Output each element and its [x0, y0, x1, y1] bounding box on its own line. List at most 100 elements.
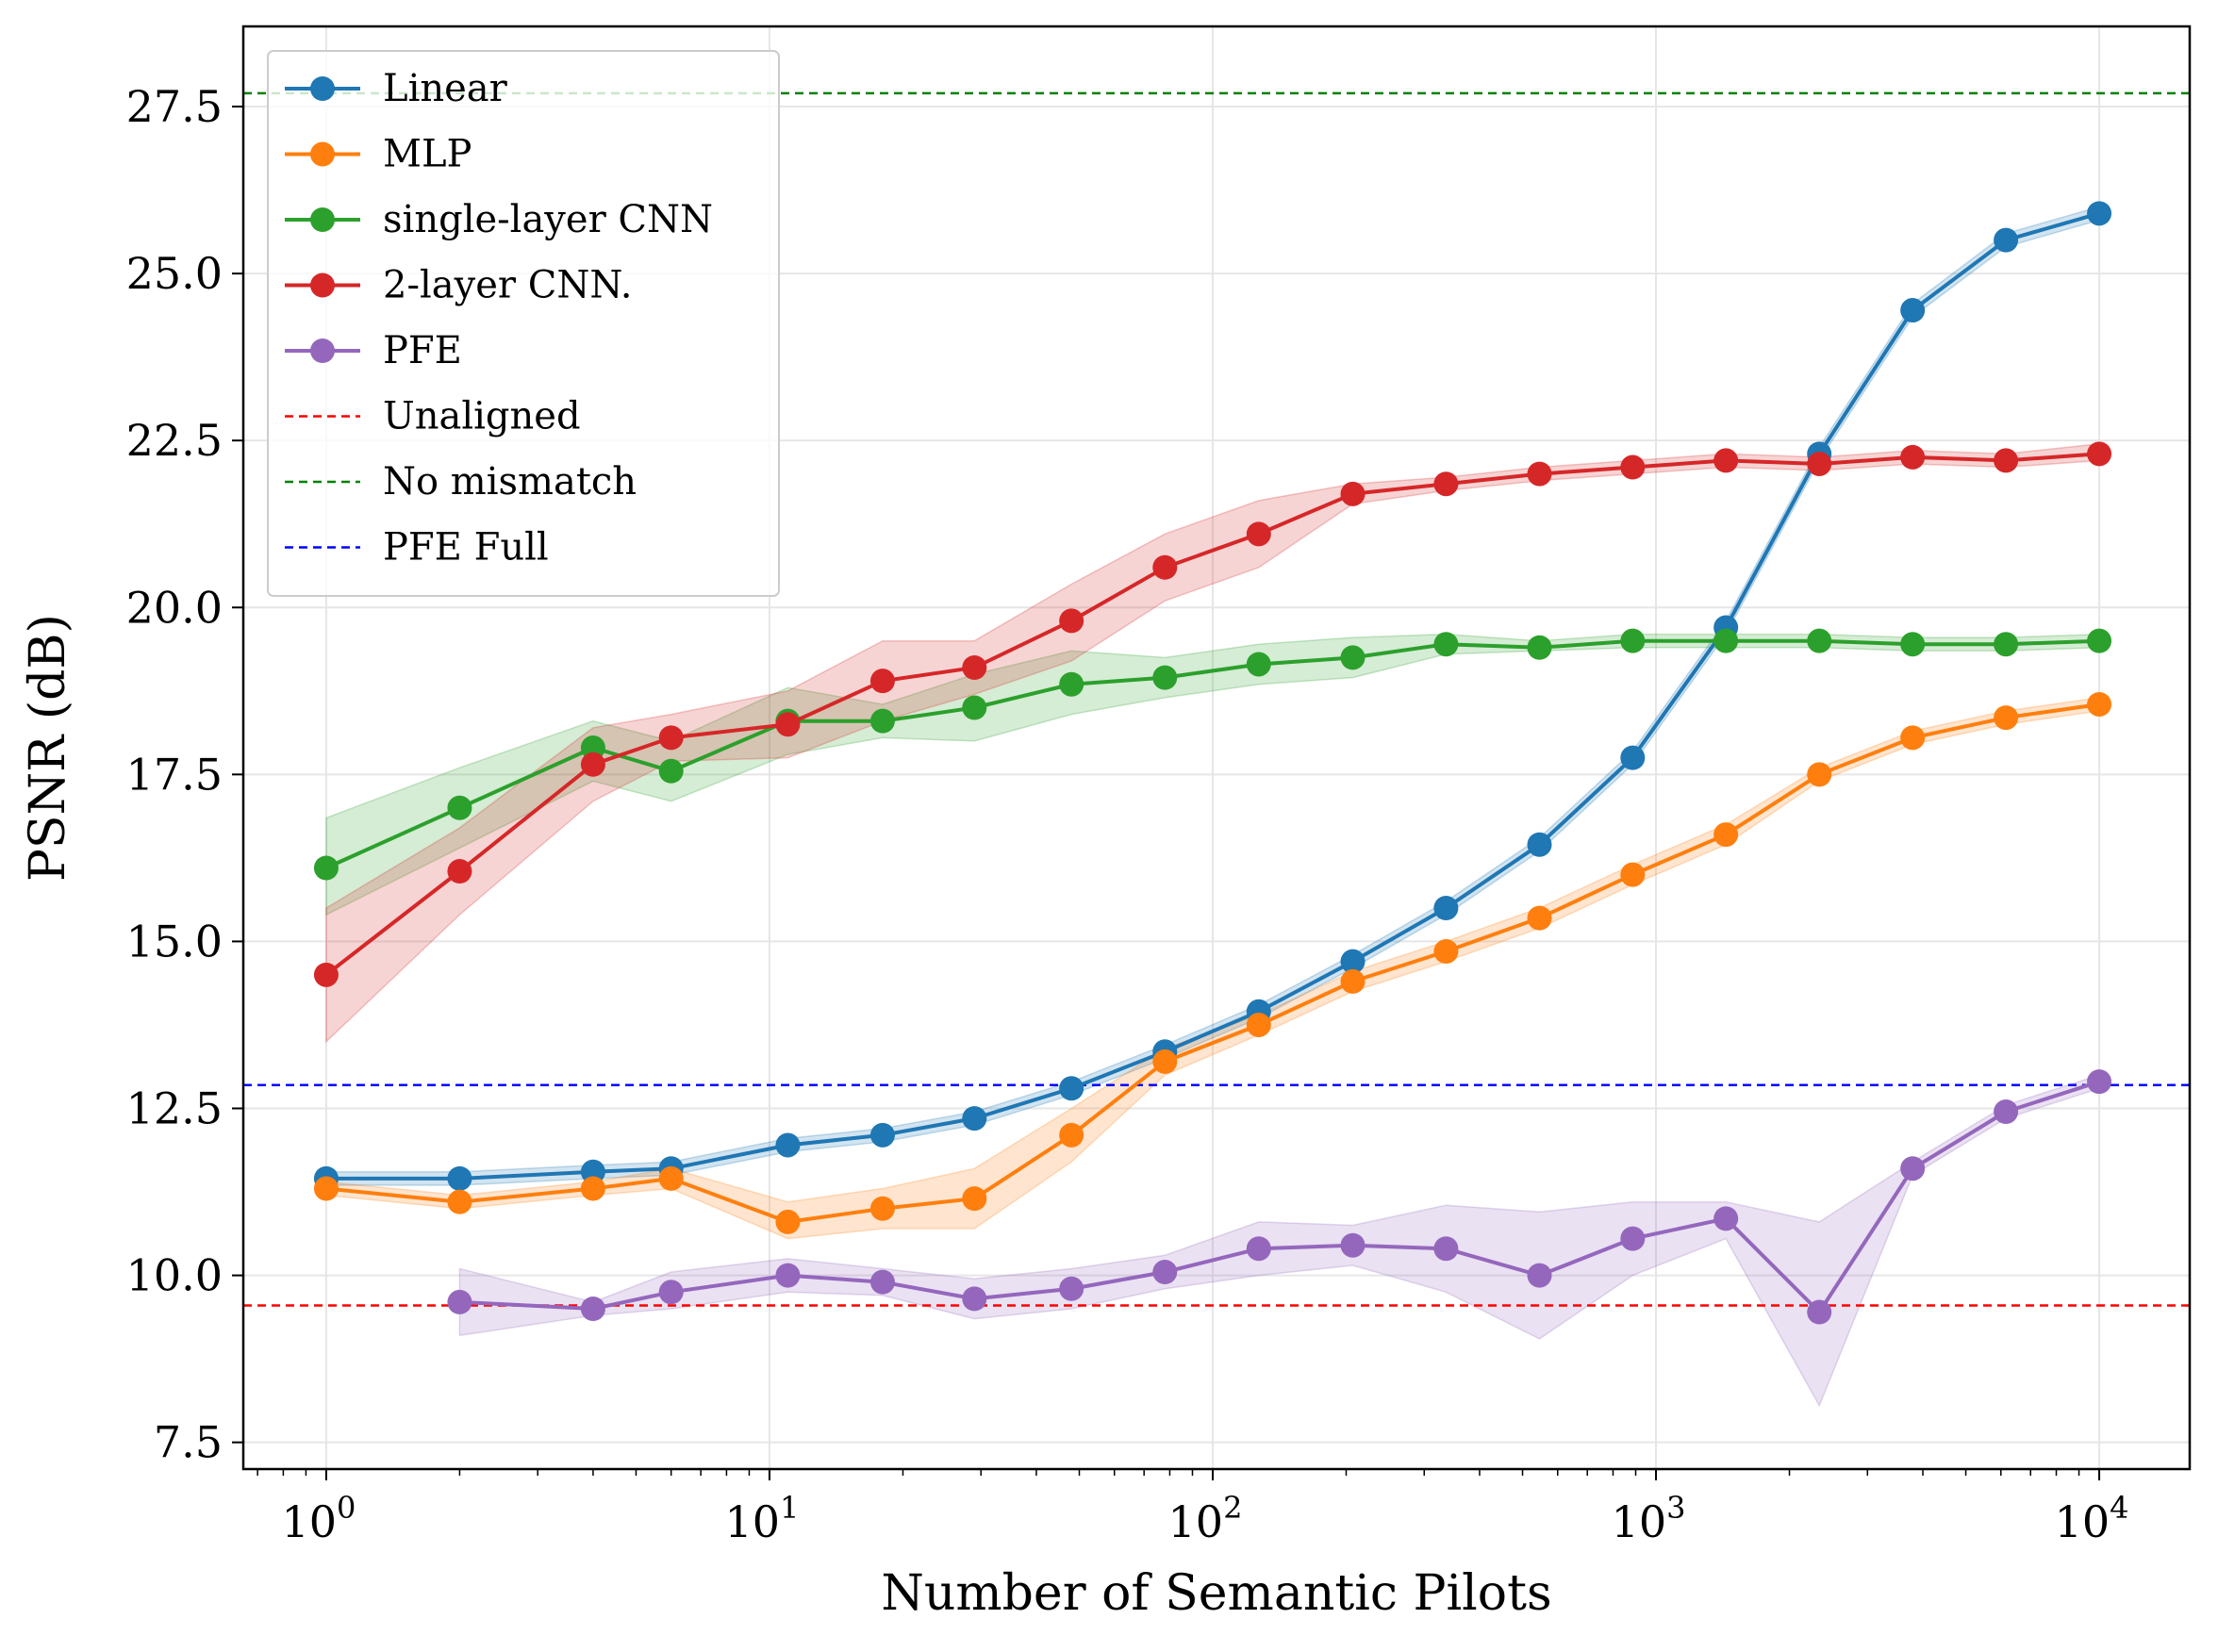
- legend-label: No mismatch: [383, 460, 637, 504]
- data-point: [1713, 448, 1739, 473]
- data-point: [1340, 1232, 1366, 1258]
- legend-marker: [310, 141, 335, 167]
- data-point: [1713, 1206, 1739, 1231]
- data-point: [962, 1286, 987, 1312]
- data-point: [1433, 471, 1459, 497]
- data-point: [447, 795, 472, 820]
- legend-marker: [310, 273, 335, 298]
- y-tick-label: 25.0: [126, 248, 223, 299]
- x-tick-exponent: 1: [780, 1490, 799, 1526]
- data-point: [1620, 1226, 1646, 1251]
- data-point: [2087, 691, 2112, 717]
- data-point: [1059, 671, 1084, 697]
- y-tick-label: 15.0: [126, 916, 223, 966]
- legend-label: MLP: [383, 133, 472, 176]
- legend-marker: [310, 76, 335, 101]
- data-point: [1807, 1299, 1832, 1325]
- data-point: [1246, 1236, 1271, 1262]
- data-point: [1246, 1012, 1271, 1037]
- x-tick-exponent: 3: [1666, 1490, 1685, 1526]
- data-point: [1527, 1263, 1552, 1288]
- data-point: [1152, 554, 1178, 580]
- data-point: [1059, 1076, 1084, 1101]
- data-point: [313, 1176, 339, 1201]
- data-point: [447, 1289, 472, 1314]
- data-point: [1994, 227, 2019, 253]
- data-point: [1807, 451, 1832, 476]
- data-point: [658, 1165, 684, 1191]
- data-point: [1994, 1099, 2019, 1125]
- data-point: [1059, 608, 1084, 634]
- y-tick-label: 22.5: [126, 415, 223, 466]
- legend-label: 2-layer CNN.: [383, 264, 632, 307]
- y-tick-label: 12.5: [126, 1083, 223, 1134]
- data-point: [1340, 968, 1366, 994]
- legend-marker: [310, 339, 335, 363]
- data-point: [2087, 441, 2112, 467]
- data-point: [775, 1132, 801, 1158]
- x-tick-exponent: 0: [337, 1490, 356, 1526]
- data-point: [1152, 1049, 1178, 1074]
- data-point: [1433, 896, 1459, 920]
- data-point: [962, 695, 987, 720]
- plot-frame: [241, 25, 2192, 1471]
- data-point: [1527, 832, 1552, 857]
- data-point: [1620, 862, 1646, 887]
- data-point: [1433, 632, 1459, 657]
- x-tick-exponent: 2: [1223, 1490, 1242, 1526]
- data-point: [1152, 665, 1178, 690]
- data-point: [1900, 1156, 1926, 1181]
- data-point: [1994, 705, 2019, 731]
- data-point: [869, 1269, 895, 1295]
- data-point: [775, 1263, 801, 1288]
- x-tick-label: 101: [725, 1490, 800, 1547]
- y-tick-label: 7.5: [154, 1417, 223, 1468]
- data-point: [869, 669, 895, 694]
- y-tick-label: 10.0: [126, 1250, 223, 1301]
- x-axis-label: Number of Semantic Pilots: [881, 1565, 1551, 1622]
- data-point: [775, 1209, 801, 1234]
- data-point: [2087, 628, 2112, 653]
- legend-label: Linear: [383, 67, 508, 110]
- x-tick-base: 10: [725, 1496, 781, 1547]
- data-point: [1246, 521, 1271, 547]
- data-point: [1527, 461, 1552, 487]
- legend-label: single-layer CNN: [383, 198, 713, 241]
- data-point: [775, 712, 801, 737]
- data-point: [658, 1280, 684, 1305]
- data-point: [962, 1106, 987, 1132]
- data-series: [313, 201, 2112, 1325]
- y-tick-label: 20.0: [126, 582, 223, 633]
- x-tick-label: 104: [2055, 1490, 2129, 1547]
- y-tick-label: 17.5: [126, 749, 223, 800]
- legend-label: PFE: [383, 329, 462, 372]
- x-tick-base: 10: [1168, 1496, 1224, 1547]
- data-point: [962, 655, 987, 680]
- data-point: [580, 1297, 605, 1321]
- data-point: [447, 1165, 472, 1191]
- data-point: [313, 962, 339, 987]
- data-point: [1433, 1236, 1459, 1262]
- legend: Linear MLP single-layer CNN 2-layer CNN. PFE…: [267, 50, 780, 597]
- data-point: [1620, 628, 1646, 653]
- legend-box: [267, 50, 780, 597]
- series-line: [459, 1080, 2100, 1314]
- data-point: [1900, 725, 1926, 751]
- data-point: [869, 708, 895, 734]
- y-axis-label: PSNR (dB): [20, 614, 76, 882]
- data-point: [1994, 448, 2019, 473]
- data-point: [1900, 298, 1926, 323]
- data-point: [1340, 949, 1366, 974]
- data-point: [1340, 481, 1366, 506]
- data-point: [580, 752, 605, 777]
- data-point: [869, 1196, 895, 1221]
- data-point: [1246, 652, 1271, 677]
- data-point: [1059, 1122, 1084, 1148]
- legend-marker: [310, 207, 335, 232]
- data-point: [658, 725, 684, 751]
- x-tick-label: 100: [281, 1490, 356, 1547]
- data-point: [1900, 632, 1926, 657]
- data-point: [1527, 905, 1552, 931]
- data-point: [1900, 444, 1926, 470]
- data-point: [2087, 1069, 2112, 1095]
